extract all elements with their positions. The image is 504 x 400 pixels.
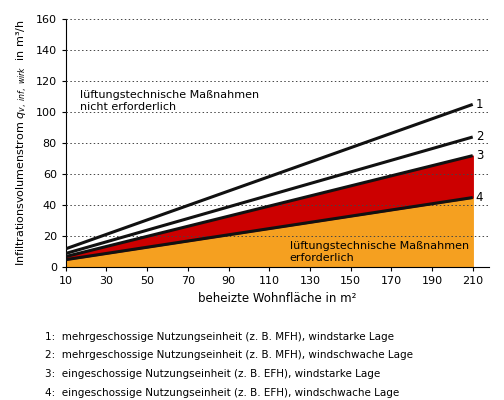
Text: 3:  eingeschossige Nutzungseinheit (z. B. EFH), windstarke Lage: 3: eingeschossige Nutzungseinheit (z. B.… (45, 369, 381, 379)
Text: 1:  mehrgeschossige Nutzungseinheit (z. B. MFH), windstarke Lage: 1: mehrgeschossige Nutzungseinheit (z. B… (45, 332, 394, 342)
Text: 4:  eingeschossige Nutzungseinheit (z. B. EFH), windschwache Lage: 4: eingeschossige Nutzungseinheit (z. B.… (45, 388, 400, 398)
Y-axis label: Infiltrationsvolumenstrom $q_{v,\ inf,\ wirk}$  in m³/h: Infiltrationsvolumenstrom $q_{v,\ inf,\ … (15, 20, 30, 266)
Text: 2:  mehrgeschossige Nutzungseinheit (z. B. MFH), windschwache Lage: 2: mehrgeschossige Nutzungseinheit (z. B… (45, 350, 413, 360)
Text: lüftungstechnische Maßnahmen
nicht erforderlich: lüftungstechnische Maßnahmen nicht erfor… (80, 90, 259, 112)
Text: 3: 3 (476, 149, 483, 162)
Text: 2: 2 (476, 130, 483, 144)
Text: lüftungstechnische Maßnahmen
erforderlich: lüftungstechnische Maßnahmen erforderlic… (290, 241, 469, 263)
Text: 4: 4 (476, 191, 483, 204)
Text: 1: 1 (476, 98, 483, 111)
X-axis label: beheizte Wohnfläche in m²: beheizte Wohnfläche in m² (198, 292, 357, 305)
